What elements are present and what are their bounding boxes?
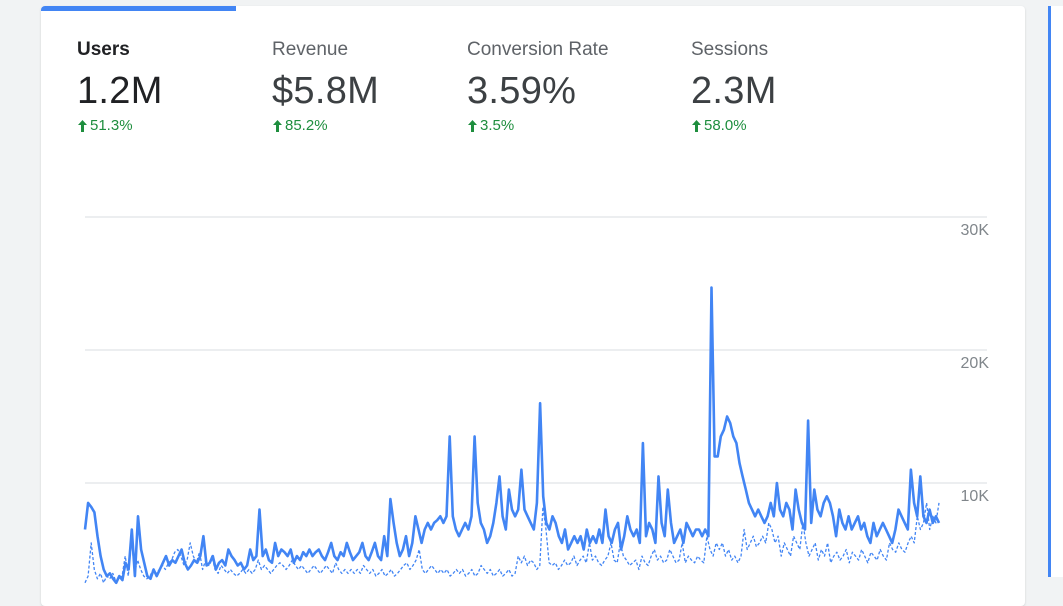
metric-value: $5.8M — [272, 70, 380, 112]
metrics-card: Users 1.2M 51.3% Revenue $5.8M 85.2% Con… — [41, 6, 1025, 606]
arrow-up-icon — [78, 120, 87, 132]
metric-delta: 3.5% — [467, 117, 609, 135]
metric-tab-sessions[interactable]: Sessions 2.3M 58.0% — [691, 39, 777, 135]
active-tab-indicator — [41, 6, 236, 11]
metric-tab-revenue[interactable]: Revenue $5.8M 85.2% — [272, 39, 379, 135]
metric-delta-value: 3.5% — [480, 117, 515, 134]
line-chart: 10K 20K 30K — [83, 216, 990, 585]
metric-tab-conversion-rate[interactable]: Conversion Rate 3.59% 3.5% — [467, 39, 609, 135]
series-line-dashed — [84, 502, 940, 584]
series-line-solid — [83, 286, 941, 585]
y-tick-label: 10K — [961, 488, 990, 505]
y-tick-label: 20K — [961, 355, 990, 372]
metric-label: Users — [77, 39, 130, 60]
metric-label: Sessions — [691, 39, 769, 60]
metric-delta: 51.3% — [77, 117, 163, 135]
metric-delta-value: 51.3% — [90, 117, 133, 134]
arrow-up-icon — [468, 120, 477, 132]
metric-value: 2.3M — [691, 70, 777, 112]
metric-delta: 85.2% — [272, 117, 379, 135]
arrow-up-icon — [273, 120, 282, 132]
adjacent-card-edge — [1048, 6, 1063, 577]
metric-delta: 58.0% — [691, 117, 777, 135]
metric-value: 3.59% — [467, 70, 577, 112]
metric-label: Revenue — [272, 39, 349, 60]
metric-delta-value: 58.0% — [704, 117, 747, 134]
metric-tab-users[interactable]: Users 1.2M 51.3% — [77, 39, 163, 135]
arrow-up-icon — [692, 120, 701, 132]
metric-label: Conversion Rate — [467, 39, 609, 60]
metric-delta-value: 85.2% — [285, 117, 328, 134]
y-tick-label: 30K — [961, 222, 990, 239]
metric-value: 1.2M — [77, 70, 163, 112]
